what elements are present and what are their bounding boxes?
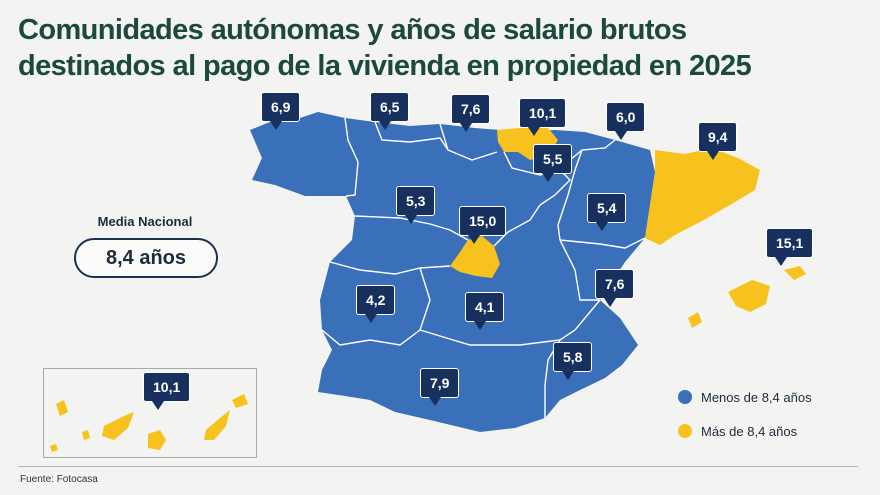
callout-murcia: 5,8 bbox=[553, 342, 593, 380]
region-borders bbox=[321, 117, 646, 418]
callout-catalunya: 9,4 bbox=[698, 122, 738, 160]
region-baleares-ibiza bbox=[688, 312, 702, 328]
callout-castilla-leon: 5,3 bbox=[396, 186, 436, 224]
source-note: Fuente: Fotocasa bbox=[20, 474, 98, 485]
region-catalunya bbox=[645, 148, 760, 245]
region-baleares-mallorca bbox=[728, 280, 770, 312]
map-title: Comunidades autónomas y años de salario … bbox=[18, 12, 818, 84]
callout-cantabria: 7,6 bbox=[451, 94, 491, 132]
region-madrid bbox=[450, 236, 500, 278]
callout-baleares: 15,1 bbox=[766, 228, 814, 266]
footer-divider bbox=[18, 466, 858, 467]
legend-label-below: Menos de 8,4 años bbox=[701, 389, 812, 405]
title-line-1: Comunidades autónomas y años de salario … bbox=[18, 14, 687, 46]
callout-aragon: 5,4 bbox=[587, 193, 627, 231]
callout-castilla-la-mancha: 4,1 bbox=[465, 292, 505, 330]
legend-item-below: Menos de 8,4 años bbox=[678, 386, 812, 408]
title-line-2: destinados al pago de la vivienda en pro… bbox=[18, 50, 752, 82]
legend-dot-above bbox=[678, 424, 692, 438]
callout-galicia: 6,9 bbox=[261, 92, 301, 130]
callout-canarias: 10,1 bbox=[143, 372, 191, 410]
legend: Menos de 8,4 años Más de 8,4 años bbox=[678, 386, 812, 454]
legend-dot-below bbox=[678, 390, 692, 404]
callout-la-rioja: 5,5 bbox=[533, 144, 573, 182]
media-nacional-value: 8,4 años bbox=[74, 238, 218, 278]
callout-madrid: 15,0 bbox=[459, 206, 507, 244]
callout-navarra: 6,0 bbox=[606, 102, 646, 140]
legend-item-above: Más de 8,4 años bbox=[678, 420, 812, 442]
region-baleares-menorca bbox=[784, 266, 806, 280]
legend-label-above: Más de 8,4 años bbox=[701, 423, 798, 439]
callout-asturias: 6,5 bbox=[370, 92, 410, 130]
callout-pais-vasco: 10,1 bbox=[519, 98, 567, 136]
region-canarias bbox=[50, 394, 248, 452]
callout-extremadura: 4,2 bbox=[356, 285, 396, 323]
canarias-inset-frame bbox=[43, 368, 257, 458]
media-nacional-label: Media Nacional bbox=[97, 214, 193, 229]
callout-andalucia: 7,9 bbox=[420, 368, 460, 406]
callout-valencia: 7,6 bbox=[595, 269, 635, 307]
